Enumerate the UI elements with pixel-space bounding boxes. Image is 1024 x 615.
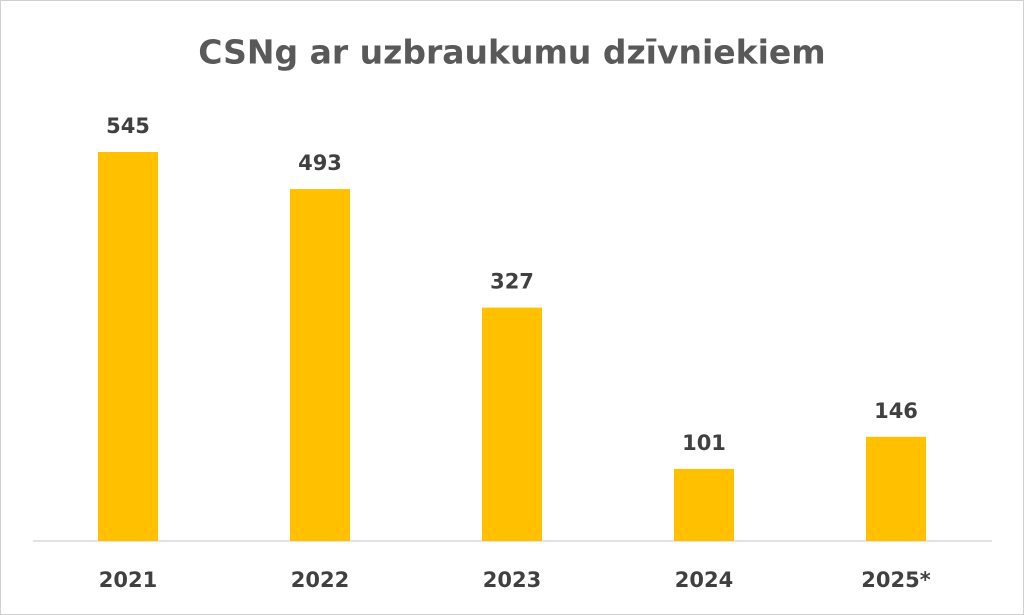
value-label: 146 <box>874 399 918 423</box>
bar <box>98 151 158 541</box>
x-tick-label: 2022 <box>291 568 349 592</box>
chart-title: CSNg ar uzbraukumu dzīvniekiem <box>198 33 825 72</box>
value-label: 493 <box>298 151 342 175</box>
x-tick-label: 2021 <box>99 568 157 592</box>
bar <box>290 189 350 541</box>
bar <box>482 307 542 541</box>
x-tick-label: 2023 <box>483 568 541 592</box>
value-label: 327 <box>490 270 534 294</box>
x-tick-label: 2024 <box>675 568 733 592</box>
bar <box>674 468 734 541</box>
value-label: 101 <box>682 431 726 455</box>
value-label: 545 <box>106 114 150 138</box>
x-tick-label: 2025* <box>861 568 930 592</box>
bar <box>866 436 926 541</box>
